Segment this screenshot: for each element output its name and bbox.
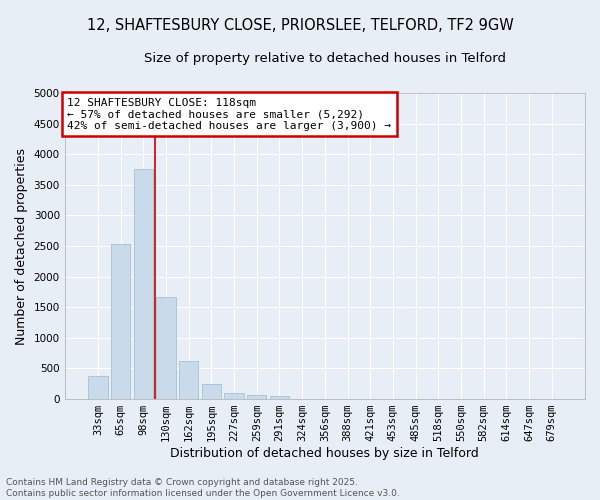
Bar [224, 392, 244, 399]
Bar [157, 298, 176, 399]
Bar [202, 384, 221, 399]
Text: 12, SHAFTESBURY CLOSE, PRIORSLEE, TELFORD, TF2 9GW: 12, SHAFTESBURY CLOSE, PRIORSLEE, TELFOR… [86, 18, 514, 32]
Bar [88, 376, 107, 399]
Text: Contains HM Land Registry data © Crown copyright and database right 2025.
Contai: Contains HM Land Registry data © Crown c… [6, 478, 400, 498]
Bar [247, 396, 266, 399]
Text: 12 SHAFTESBURY CLOSE: 118sqm
← 57% of detached houses are smaller (5,292)
42% of: 12 SHAFTESBURY CLOSE: 118sqm ← 57% of de… [67, 98, 391, 131]
Bar [111, 244, 130, 399]
X-axis label: Distribution of detached houses by size in Telford: Distribution of detached houses by size … [170, 447, 479, 460]
Title: Size of property relative to detached houses in Telford: Size of property relative to detached ho… [144, 52, 506, 66]
Y-axis label: Number of detached properties: Number of detached properties [15, 148, 28, 344]
Bar [270, 396, 289, 399]
Bar [134, 169, 153, 399]
Bar [179, 361, 199, 399]
